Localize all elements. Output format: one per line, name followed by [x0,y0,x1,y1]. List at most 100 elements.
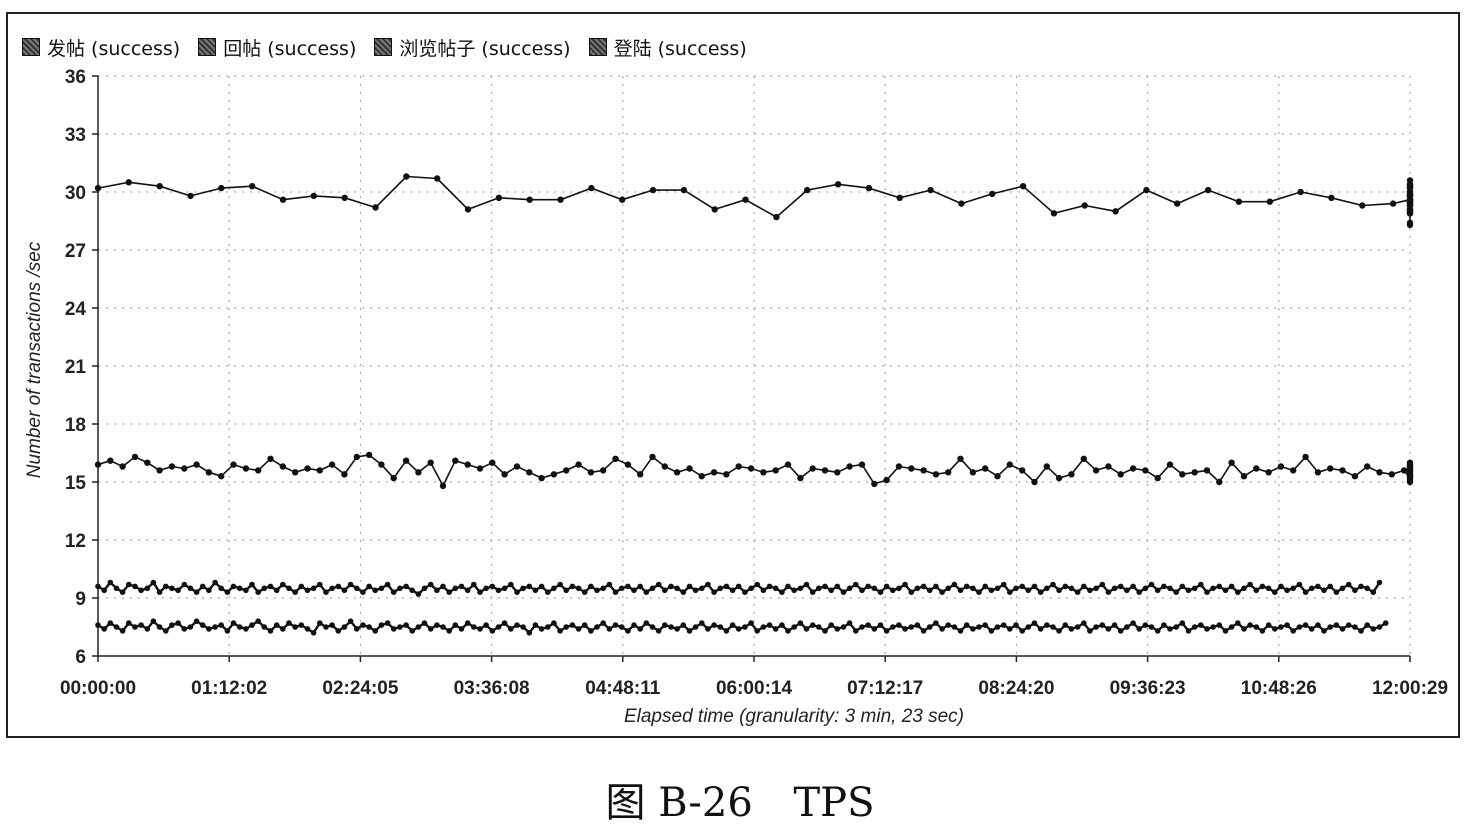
data-point [791,588,797,594]
data-point [1407,202,1413,208]
data-point [668,584,674,590]
data-point [724,584,730,590]
y-tick-label: 36 [65,67,86,88]
data-point [650,624,656,630]
data-point [828,588,834,594]
data-point [1075,589,1081,595]
data-point [797,475,803,481]
data-point [514,622,520,628]
data-point [533,622,539,628]
data-point [126,179,132,185]
data-point [483,622,489,628]
data-point [995,586,1001,592]
data-point [145,626,151,632]
data-point [391,475,397,481]
data-point [434,588,440,594]
data-point [1352,473,1358,479]
data-point [434,175,440,181]
data-point [866,185,872,191]
data-point [1056,628,1062,634]
data-point [613,622,619,628]
data-point [366,624,372,630]
data-point [957,456,963,462]
data-point [1401,467,1407,473]
data-point [804,187,810,193]
data-point [114,586,120,592]
data-point [1290,628,1296,634]
data-point [329,622,335,628]
x-tick-label: 01:12:02 [191,678,267,699]
data-point [730,588,736,594]
data-point [933,471,939,477]
data-point [607,626,613,632]
data-point [120,628,126,634]
data-point [465,620,471,626]
data-point [835,626,841,632]
data-point [1407,191,1413,197]
data-point [156,467,162,473]
data-point [538,475,544,481]
data-point [366,584,372,590]
data-point [545,589,551,595]
data-point [163,584,169,590]
data-point [810,589,816,595]
data-point [1112,622,1118,628]
data-point [286,586,292,592]
data-point [748,586,754,592]
data-point [588,584,594,590]
figure-caption: 图 B-26 TPS [0,770,1480,828]
data-point [409,628,415,634]
data-point [354,626,360,632]
data-point [625,584,631,590]
data-point [225,589,231,595]
data-point [650,187,656,193]
data-point [1254,624,1260,630]
data-point [1315,622,1321,628]
data-point [841,624,847,630]
data-point [958,200,964,206]
data-point [1327,465,1333,471]
x-tick-label: 00:00:00 [60,678,136,699]
data-point [379,586,385,592]
data-point [341,471,347,477]
data-point [761,588,767,594]
data-point [785,584,791,590]
data-point [452,458,458,464]
data-point [483,586,489,592]
data-point [107,458,113,464]
data-point [1223,628,1229,634]
series-line [98,177,1410,225]
data-point [1321,588,1327,594]
data-point [798,620,804,626]
data-point [1407,177,1413,183]
data-point [600,620,606,626]
data-point [724,628,730,634]
data-point [428,626,434,632]
data-point [440,624,446,630]
data-point [1093,586,1099,592]
data-point [237,586,243,592]
data-point [1173,624,1179,630]
data-point [385,620,391,626]
y-tick-label: 12 [65,531,86,552]
data-point [1364,622,1370,628]
data-point [674,469,680,475]
data-point [95,185,101,191]
data-point [169,463,175,469]
data-point [1407,197,1413,203]
data-point [138,622,144,628]
data-point [711,469,717,475]
data-point [804,582,810,588]
data-point [958,628,964,634]
data-point [299,584,305,590]
data-point [1407,208,1413,214]
y-tick-label: 27 [65,241,86,262]
data-point [884,628,890,634]
y-tick-label: 15 [65,473,87,494]
data-point [1192,469,1198,475]
data-point [582,589,588,595]
data-point [748,620,754,626]
data-point [1161,584,1167,590]
data-point [268,584,274,590]
data-point [520,586,526,592]
